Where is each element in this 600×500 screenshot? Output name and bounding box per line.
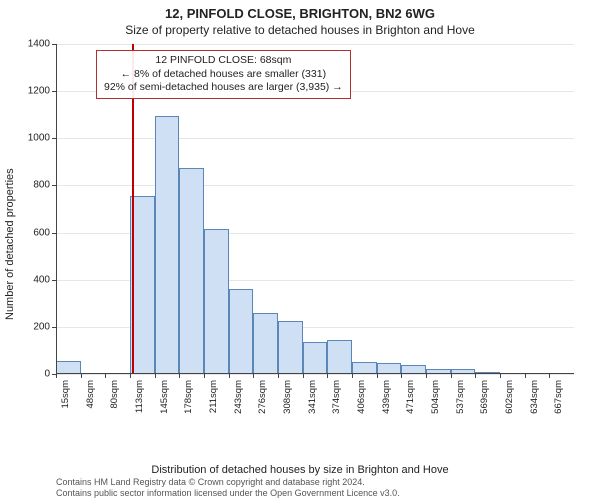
credits-line2: Contains public sector information licen…	[56, 488, 400, 498]
x-tick-label: 178sqm	[183, 380, 194, 420]
x-tick-label: 374sqm	[331, 380, 342, 420]
y-axis	[56, 44, 57, 374]
chart-plot-area: 12 PINFOLD CLOSE: 68sqm ← 8% of detached…	[56, 44, 574, 414]
histogram-bar	[327, 340, 352, 374]
x-tick-label: 504sqm	[430, 380, 441, 420]
x-tick-label: 211sqm	[208, 380, 219, 420]
y-tick-label: 400	[20, 274, 50, 285]
histogram-bar	[179, 168, 204, 374]
gridline	[56, 185, 574, 186]
x-tick-label: 15sqm	[60, 380, 71, 420]
gridline	[56, 44, 574, 45]
x-tick-label: 276sqm	[257, 380, 268, 420]
gridline	[56, 138, 574, 139]
x-tick-label: 113sqm	[134, 380, 145, 420]
histogram-bar	[155, 116, 180, 374]
y-tick-label: 0	[20, 369, 50, 380]
y-tick-label: 800	[20, 180, 50, 191]
histogram-bar	[253, 313, 278, 374]
y-tick-label: 1000	[20, 133, 50, 144]
y-tick-label: 200	[20, 321, 50, 332]
chart-title-main: 12, PINFOLD CLOSE, BRIGHTON, BN2 6WG	[0, 0, 600, 21]
histogram-bar	[278, 321, 303, 374]
histogram-bar	[229, 289, 254, 374]
x-tick-label: 48sqm	[85, 380, 96, 420]
x-tick-label: 537sqm	[455, 380, 466, 420]
histogram-bar	[130, 196, 155, 374]
gridline	[56, 374, 574, 375]
x-axis	[56, 373, 574, 374]
x-tick-label: 243sqm	[233, 380, 244, 420]
y-tick-label: 1400	[20, 39, 50, 50]
annotation-box: 12 PINFOLD CLOSE: 68sqm ← 8% of detached…	[96, 50, 351, 99]
x-tick-label: 341sqm	[307, 380, 318, 420]
x-tick-label: 80sqm	[109, 380, 120, 420]
y-tick-label: 1200	[20, 86, 50, 97]
x-tick-label: 145sqm	[159, 380, 170, 420]
x-tick-label: 308sqm	[282, 380, 293, 420]
y-axis-label: Number of detached properties	[4, 168, 16, 320]
credits: Contains HM Land Registry data © Crown c…	[56, 477, 400, 498]
annotation-line3: 92% of semi-detached houses are larger (…	[104, 81, 343, 95]
x-axis-label: Distribution of detached houses by size …	[0, 464, 600, 476]
x-tick-label: 634sqm	[529, 380, 540, 420]
x-tick-label: 406sqm	[356, 380, 367, 420]
credits-line1: Contains HM Land Registry data © Crown c…	[56, 477, 400, 487]
histogram-bar	[303, 342, 328, 374]
chart-title-sub: Size of property relative to detached ho…	[0, 21, 600, 37]
y-tick-label: 600	[20, 227, 50, 238]
x-tick-label: 602sqm	[504, 380, 515, 420]
x-tick-label: 569sqm	[479, 380, 490, 420]
annotation-line1: 12 PINFOLD CLOSE: 68sqm	[104, 54, 343, 68]
x-tick-label: 471sqm	[405, 380, 416, 420]
x-tick-label: 667sqm	[553, 380, 564, 420]
x-tick-label: 439sqm	[381, 380, 392, 420]
histogram-bar	[204, 229, 229, 374]
annotation-line2: ← 8% of detached houses are smaller (331…	[104, 68, 343, 82]
